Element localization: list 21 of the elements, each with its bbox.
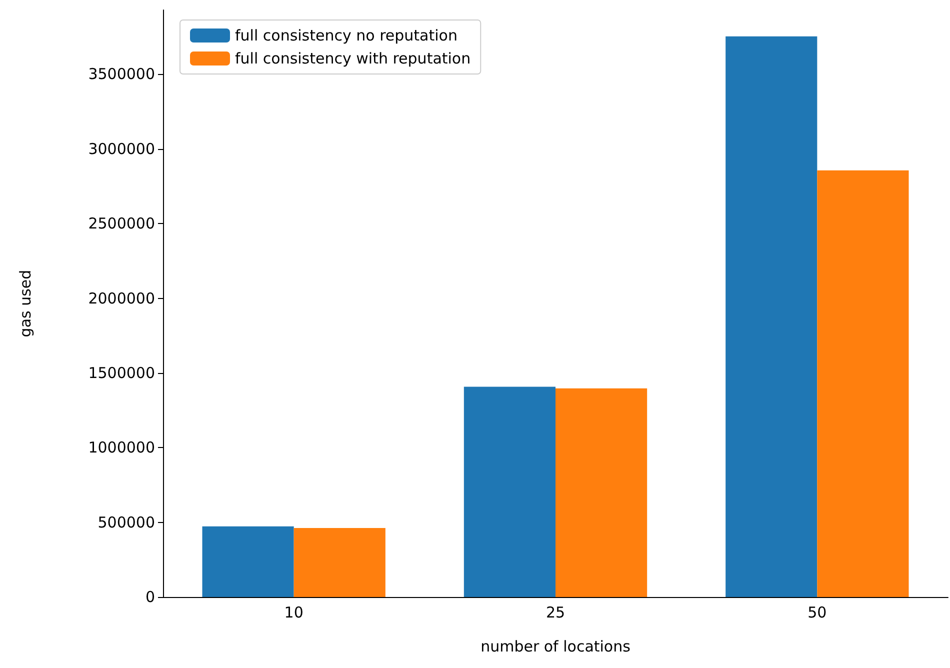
y-tick-label: 3500000 — [88, 65, 155, 84]
x-tick-label: 10 — [284, 604, 304, 622]
y-tick-label: 500000 — [98, 513, 155, 532]
legend-label: full consistency with reputation — [235, 50, 471, 68]
legend-label: full consistency no reputation — [235, 26, 458, 44]
bar — [294, 528, 386, 597]
y-tick-label: 2500000 — [88, 214, 155, 233]
y-axis-title: gas used — [16, 270, 34, 338]
x-axis-title: number of locations — [480, 638, 631, 656]
bar — [726, 36, 818, 597]
y-tick-label: 2000000 — [88, 289, 155, 308]
bar — [464, 386, 556, 597]
y-tick-label: 0 — [145, 588, 155, 606]
bar — [817, 170, 909, 597]
x-tick-label: 25 — [546, 604, 566, 622]
y-tick-label: 1500000 — [88, 364, 155, 382]
y-tick-label: 1000000 — [88, 438, 155, 457]
x-tick-label: 50 — [808, 604, 827, 622]
y-tick-label: 3000000 — [88, 140, 155, 158]
bar — [202, 526, 294, 597]
bar — [556, 388, 648, 597]
